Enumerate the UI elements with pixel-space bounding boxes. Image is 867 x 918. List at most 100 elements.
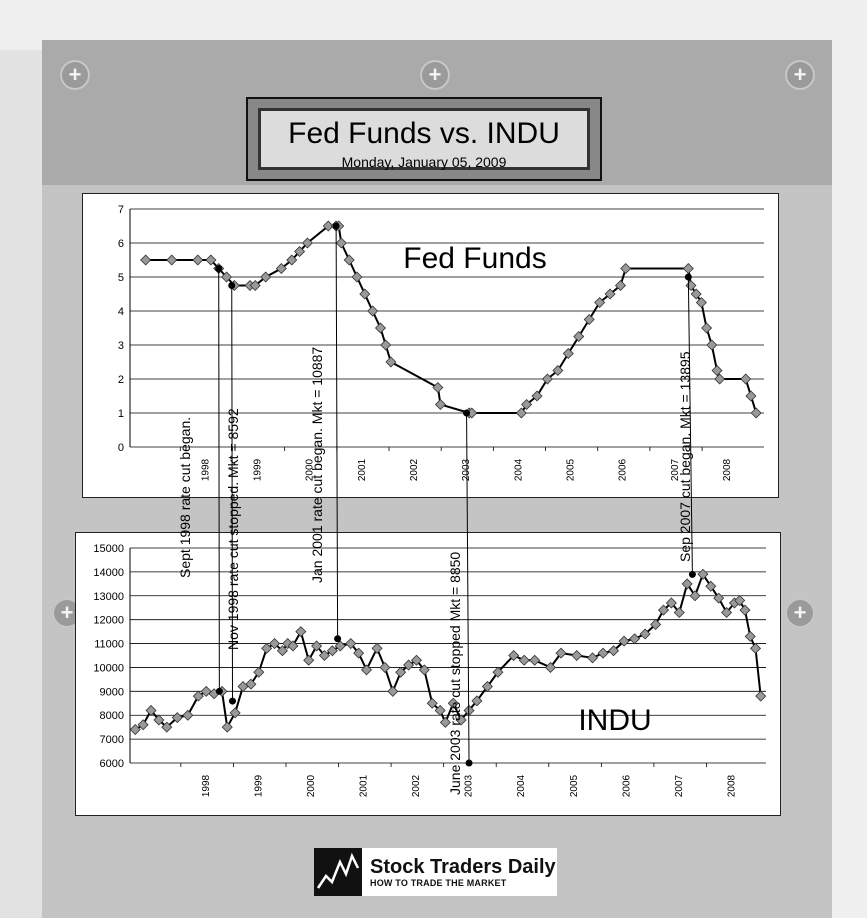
indu-data-point (681, 578, 693, 590)
indu-data-point (587, 652, 599, 664)
indu-data-point (245, 678, 257, 690)
indu-data-point (597, 647, 609, 659)
indu-data-point (229, 707, 241, 719)
fed-funds-data-point (205, 254, 217, 266)
fed-funds-data-point (367, 305, 379, 317)
fed-funds-x-tick-label: 1998 (200, 458, 211, 481)
indu-data-point (492, 666, 504, 678)
event-annotation: June 2003 rate cut stopped Mkt = 8850 (447, 552, 463, 795)
indu-data-point (697, 568, 709, 580)
fed-funds-y-tick-label: 4 (118, 306, 124, 318)
fed-funds-x-tick-label: 2001 (357, 458, 368, 481)
indu-data-point (713, 592, 725, 604)
indu-data-point (303, 654, 315, 666)
indu-data-point (618, 635, 630, 647)
fed-funds-x-tick-label: 2008 (722, 458, 733, 481)
indu-data-point (571, 649, 583, 662)
plus-icon[interactable]: + (785, 60, 815, 90)
indu-y-tick-label: 11000 (94, 639, 124, 651)
indu-data-point (261, 642, 273, 654)
background-right (832, 0, 867, 918)
indu-y-tick-label: 10000 (93, 662, 124, 674)
indu-data-point (353, 647, 365, 659)
fed-funds-data-point (351, 271, 363, 283)
indu-y-tick-label: 13000 (93, 591, 124, 603)
indu-data-point (608, 645, 620, 657)
fed-funds-data-point (286, 254, 298, 266)
title-inner: Fed Funds vs. INDU Monday, January 05, 2… (258, 108, 590, 170)
indu-data-point (326, 645, 338, 657)
logo-tagline: HOW TO TRADE THE MARKET (370, 878, 507, 888)
event-line (687, 276, 693, 575)
indu-data-point (253, 666, 265, 678)
indu-data-point (161, 721, 173, 733)
fed-funds-y-tick-label: 1 (118, 408, 124, 420)
indu-data-point (689, 590, 701, 602)
fed-funds-data-point (260, 271, 272, 283)
indu-data-point (665, 597, 677, 609)
event-line (231, 285, 233, 702)
fed-funds-data-point (552, 364, 564, 377)
fed-funds-y-tick-label: 7 (118, 204, 124, 216)
indu-data-point (145, 704, 157, 716)
fed-funds-data-point (614, 279, 627, 292)
indu-data-point (455, 714, 467, 726)
fed-funds-data-point (706, 339, 718, 351)
fed-funds-x-tick-label: 2002 (409, 458, 420, 481)
indu-data-point (171, 712, 183, 724)
event-line (335, 225, 339, 639)
fed-funds-data-point (690, 288, 702, 300)
fed-funds-data-point (322, 220, 334, 232)
fed-funds-x-tick-label: 2007 (670, 458, 681, 481)
fed-funds-x-tick-label: 2005 (566, 458, 577, 481)
fed-funds-data-point (275, 262, 287, 275)
indu-event-point (465, 759, 473, 767)
fed-funds-event-point (228, 282, 236, 289)
indu-x-tick-label: 1999 (253, 774, 264, 797)
fed-funds-data-point (140, 254, 152, 266)
indu-data-point (129, 724, 141, 736)
fed-funds-data-point (594, 296, 606, 309)
indu-data-point (311, 640, 323, 652)
indu-y-tick-label: 12000 (93, 615, 124, 627)
indu-data-point (544, 661, 557, 673)
fed-funds-x-tick-label: 1999 (252, 458, 263, 481)
indu-data-point (650, 618, 662, 630)
logo[interactable]: Stock Traders Daily HOW TO TRADE THE MAR… (314, 848, 557, 896)
indu-data-point (387, 685, 399, 697)
indu-x-tick-label: 2004 (516, 774, 527, 797)
fed-funds-data-point (541, 373, 553, 385)
fed-funds-data-point (343, 254, 355, 266)
event-annotation: Nov 1998 rate cut stopped. Mkt = 8592 (225, 408, 241, 650)
indu-chart-title: INDU (578, 704, 651, 737)
indu-x-tick-label: 2002 (411, 774, 422, 797)
indu-data-point (739, 604, 751, 616)
indu-data-point (192, 690, 204, 702)
fed-funds-event-point (215, 265, 223, 272)
indu-data-point (403, 659, 415, 671)
indu-data-point (276, 645, 288, 657)
indu-y-tick-label: 6000 (100, 758, 124, 770)
indu-x-tick-label: 2007 (674, 774, 685, 797)
fed-funds-data-point (740, 373, 752, 385)
plus-icon[interactable]: + (60, 60, 90, 90)
fed-funds-x-tick-label: 2000 (305, 458, 316, 481)
indu-data-point (629, 633, 641, 645)
fed-funds-data-point (466, 407, 478, 419)
fed-funds-data-point (701, 322, 713, 334)
fed-funds-event-point (463, 409, 471, 417)
indu-data-point (639, 628, 651, 640)
indu-data-point (721, 606, 733, 619)
fed-funds-data-point (685, 279, 697, 292)
indu-chart-frame (75, 532, 781, 816)
fed-funds-data-point (301, 237, 313, 249)
indu-data-point (471, 695, 483, 707)
logo-chart-icon (314, 848, 362, 896)
plus-icon[interactable]: + (420, 60, 450, 90)
indu-y-tick-label: 14000 (93, 567, 124, 579)
plus-icon[interactable]: + (785, 598, 815, 628)
indu-data-point (334, 640, 346, 652)
indu-data-point (518, 654, 530, 666)
